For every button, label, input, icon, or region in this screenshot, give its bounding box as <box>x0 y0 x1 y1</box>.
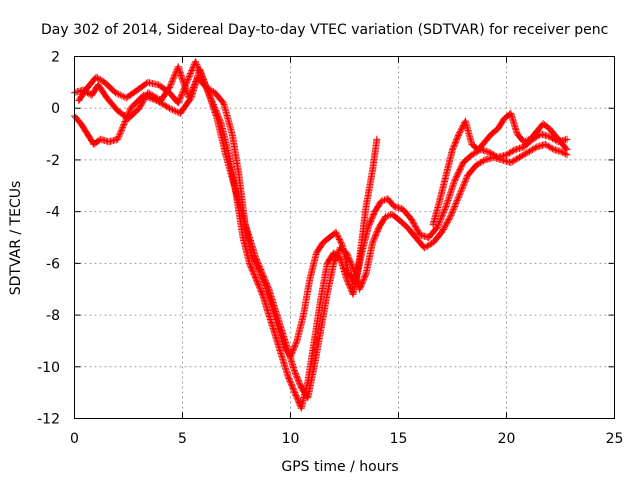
x-tick-label: 5 <box>178 431 187 447</box>
x-tick-label: 15 <box>390 431 408 447</box>
y-tick-labels: -12 -10 -8 -6 -4 -2 0 2 <box>37 50 60 428</box>
y-tick-label: -12 <box>37 412 60 428</box>
grid <box>74 56 615 419</box>
sdtvar-series-3 <box>75 58 381 412</box>
y-tick-label: -4 <box>46 205 60 221</box>
x-tick-labels: 0 5 10 15 20 25 <box>70 431 623 447</box>
sdtvar-series-4 <box>429 109 571 229</box>
x-tick-label: 25 <box>606 431 624 447</box>
y-tick-label: -8 <box>46 308 60 324</box>
x-tick-label: 0 <box>70 431 79 447</box>
y-tick-label: -2 <box>46 153 60 169</box>
data-series-layer <box>71 58 571 412</box>
x-tick-label: 20 <box>498 431 516 447</box>
axis-ticks <box>74 56 615 419</box>
chart-title: Day 302 of 2014, Sidereal Day-to-day VTE… <box>41 22 608 38</box>
plot-frame <box>74 56 615 419</box>
y-tick-label: -6 <box>46 256 60 272</box>
sdtvar-series-2 <box>71 65 571 402</box>
y-tick-label: 2 <box>51 50 60 66</box>
x-tick-label: 10 <box>282 431 300 447</box>
y-axis-label: SDTVAR / TECUs <box>8 181 24 296</box>
x-axis-label: GPS time / hours <box>281 459 398 475</box>
y-tick-label: 0 <box>51 101 60 117</box>
y-tick-label: -10 <box>37 360 60 376</box>
